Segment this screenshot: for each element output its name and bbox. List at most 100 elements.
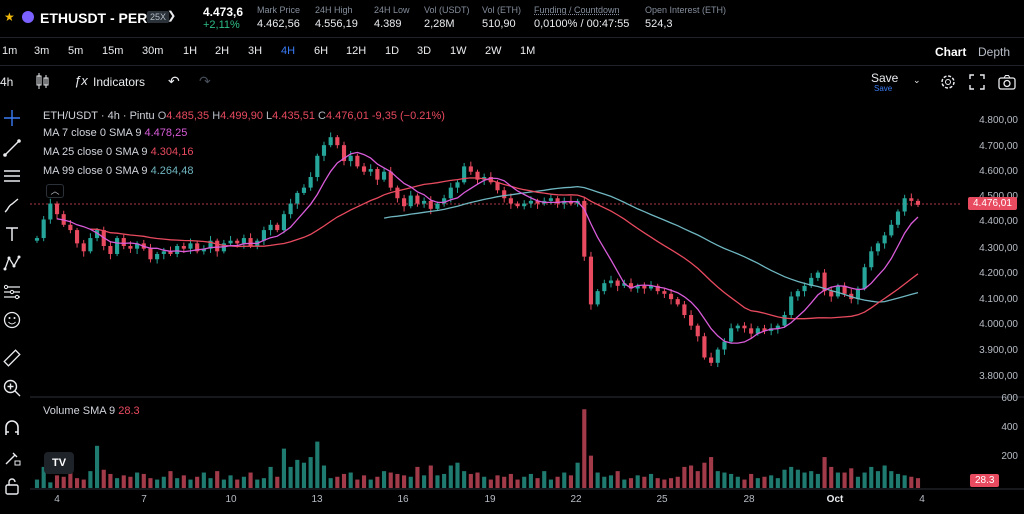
function-icon[interactable]: ƒx	[74, 73, 88, 88]
candle-type-icon[interactable]	[34, 72, 50, 90]
candle-body	[235, 240, 240, 244]
interval-12h[interactable]: 12H	[346, 45, 367, 57]
fullscreen-icon[interactable]	[969, 74, 985, 90]
interval-30m[interactable]: 30m	[142, 45, 164, 57]
gear-icon[interactable]	[939, 73, 957, 91]
legend-collapse-button[interactable]: ︿	[46, 184, 64, 198]
zoom-in-icon[interactable]	[2, 378, 22, 398]
volume-bar	[281, 448, 287, 488]
candle-body	[675, 299, 680, 305]
candle-body	[335, 137, 340, 146]
candle-body	[428, 200, 433, 209]
candle-body	[595, 291, 600, 305]
candle-body	[462, 166, 467, 183]
text-tool-icon[interactable]	[2, 224, 22, 244]
candle-body	[909, 198, 914, 201]
volume-bar	[802, 472, 807, 488]
candle-body	[789, 296, 794, 316]
candle-body	[642, 285, 647, 289]
tab-depth[interactable]: Depth	[978, 45, 1011, 59]
indicators-button[interactable]: Indicators	[93, 75, 146, 89]
candle-body	[869, 251, 874, 268]
volume-bar	[288, 466, 293, 488]
interval-1w[interactable]: 1W	[450, 45, 467, 57]
interval-3d[interactable]: 3D	[417, 45, 432, 57]
interval-1m[interactable]: 1m	[2, 45, 18, 57]
lock-drawings-icon[interactable]	[2, 448, 22, 468]
volume-bar	[301, 462, 307, 488]
legend-volume[interactable]: Volume SMA 9 28.3	[43, 405, 140, 417]
crosshair-icon[interactable]	[2, 108, 22, 128]
redo-icon[interactable]: ↷	[199, 73, 211, 89]
interval-3m[interactable]: 3m	[34, 45, 50, 57]
interval-5m[interactable]: 5m	[68, 45, 84, 57]
interval-2w[interactable]: 2W	[485, 45, 502, 57]
stat-24h-high: 24H High 4.556,19	[315, 5, 358, 30]
volume-bar	[915, 478, 921, 488]
candle-body	[388, 171, 393, 188]
emoji-icon[interactable]	[2, 310, 22, 330]
interval-15m[interactable]: 15m	[102, 45, 124, 57]
candle-body	[415, 195, 420, 204]
legend-ma99[interactable]: MA 99 close 0 SMA 9 4.264,48	[43, 165, 193, 177]
interval-1mo[interactable]: 1M	[520, 45, 536, 57]
volume-bar	[668, 478, 674, 488]
symbol-selector[interactable]: ETHUSDT - PERP	[40, 10, 157, 26]
tab-chart[interactable]: Chart	[935, 45, 967, 59]
volume-bar	[789, 466, 794, 488]
candle-body	[321, 145, 327, 156]
volume-bar	[348, 472, 353, 488]
candle-body	[722, 341, 727, 350]
candle-body	[228, 240, 233, 244]
candle-body	[715, 349, 720, 363]
candle-body	[862, 267, 867, 289]
legend-ma7[interactable]: MA 7 close 0 SMA 9 4.478,25	[43, 127, 187, 139]
volume-bar	[141, 473, 146, 488]
interval-1d[interactable]: 1D	[385, 45, 400, 57]
candle-body	[475, 171, 480, 180]
volume-bar	[328, 478, 333, 488]
favorite-star-icon[interactable]: ★	[4, 10, 15, 24]
candle-body	[121, 238, 126, 247]
candle-body	[782, 315, 787, 326]
candle-body	[802, 285, 807, 292]
candle-body	[34, 238, 40, 241]
brush-icon[interactable]	[2, 196, 22, 216]
stat-funding[interactable]: Funding / Countdown 0,0100% / 00:47:55	[534, 5, 629, 30]
candle-body	[241, 238, 246, 244]
volume-tick: 400	[1001, 422, 1018, 433]
open-label: O	[157, 110, 167, 122]
interval-6h[interactable]: 6H	[314, 45, 329, 57]
magnet-icon[interactable]	[2, 418, 22, 438]
chevron-down-icon[interactable]: ❯	[167, 10, 177, 22]
volume-bar	[128, 476, 133, 488]
candle-body	[248, 238, 253, 247]
interval-3h[interactable]: 3H	[248, 45, 263, 57]
legend-ma25[interactable]: MA 25 close 0 SMA 9 4.304,16	[43, 146, 193, 158]
fib-icon[interactable]	[2, 282, 22, 302]
lock-icon[interactable]	[2, 476, 22, 496]
ma-label: MA 99 close 0 SMA 9	[43, 165, 148, 177]
pattern-icon[interactable]	[2, 253, 22, 273]
interval-1h[interactable]: 1H	[183, 45, 198, 57]
ruler-icon[interactable]	[2, 348, 22, 368]
volume-bar	[709, 457, 714, 488]
volume-bar	[775, 478, 780, 488]
save-button[interactable]: Save	[871, 71, 899, 85]
tradingview-logo[interactable]: TV	[44, 452, 74, 474]
undo-icon[interactable]: ↶	[168, 73, 180, 89]
volume-bar	[61, 476, 66, 488]
interval-2h[interactable]: 2H	[215, 45, 230, 57]
interval-4h[interactable]: 4H	[281, 45, 296, 57]
volume-bar	[835, 472, 840, 488]
chevron-down-icon[interactable]: ⌄	[913, 75, 921, 85]
volume-bar	[448, 465, 453, 488]
candle-body	[795, 291, 800, 297]
toolbar-interval[interactable]: 4h	[0, 75, 14, 89]
trend-line-icon[interactable]	[2, 138, 22, 158]
horizontal-lines-icon[interactable]	[2, 166, 22, 186]
candle-body	[381, 171, 387, 180]
candle-body	[341, 145, 347, 162]
camera-icon[interactable]	[998, 74, 1016, 90]
